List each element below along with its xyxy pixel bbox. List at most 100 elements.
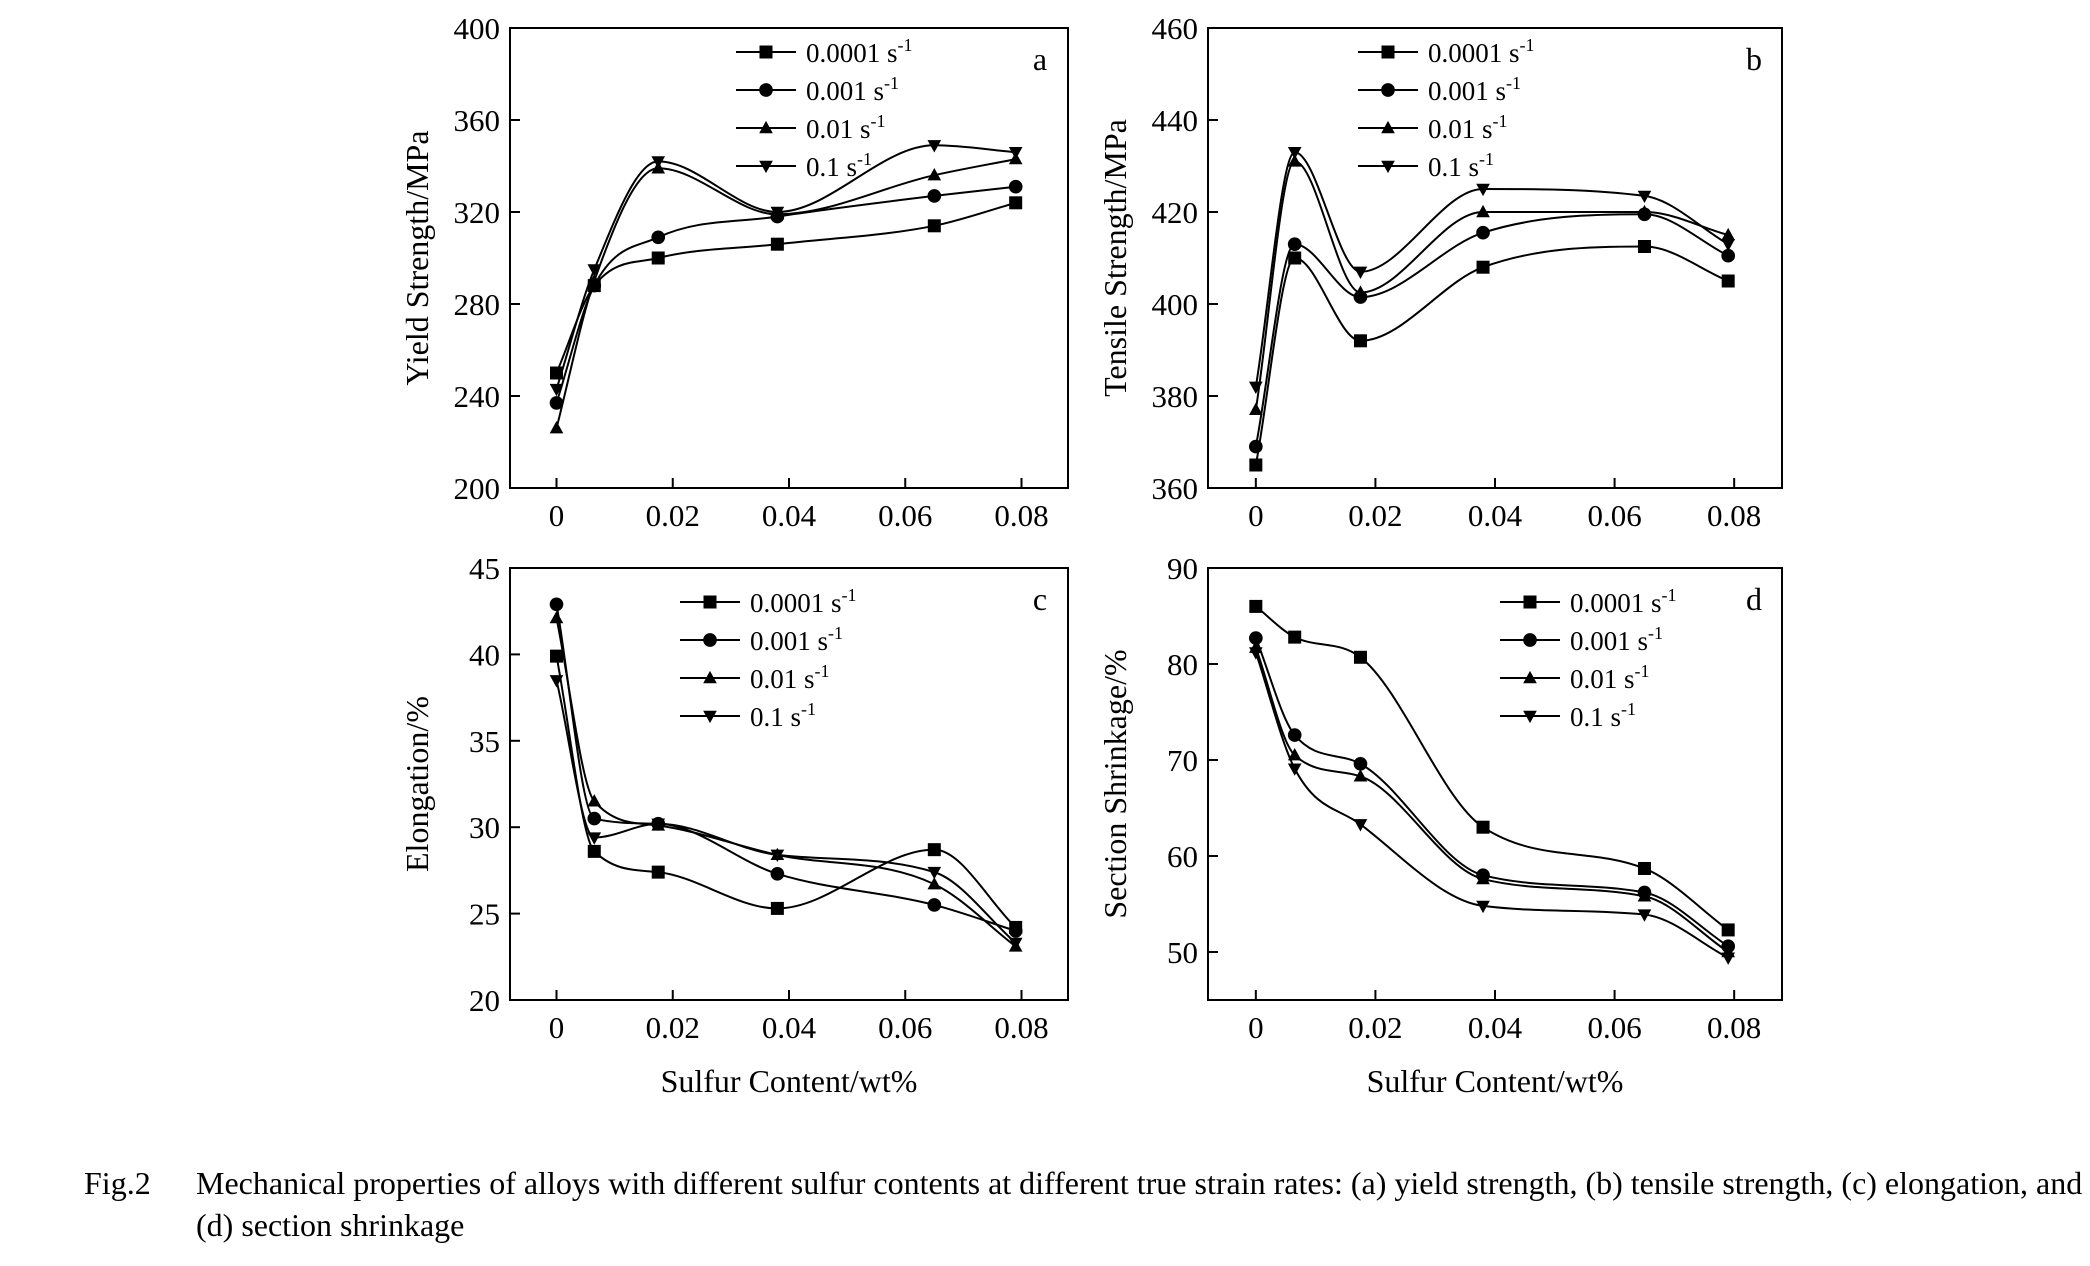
x-tick-label: 0.04 (1468, 498, 1523, 533)
x-tick-label: 0.04 (762, 1010, 817, 1045)
data-point (1721, 227, 1736, 241)
legend-label: 0.001 s-1 (1570, 623, 1663, 656)
x-tick-label: 0.08 (994, 1010, 1048, 1045)
x-tick-label: 0.02 (1348, 1010, 1402, 1045)
data-point (770, 237, 784, 251)
legend-superscript: -1 (828, 623, 843, 643)
y-axis-label: Elongation/% (399, 696, 435, 872)
y-tick-label: 20 (469, 983, 500, 1018)
data-point (1353, 650, 1367, 664)
x-tick-label: 0.02 (646, 1010, 700, 1045)
data-point (1009, 196, 1023, 210)
data-point (1476, 204, 1490, 218)
data-point (1637, 889, 1652, 902)
panel-label: c (1033, 581, 1047, 617)
x-tick-label: 0.08 (994, 498, 1048, 533)
data-point (1008, 924, 1023, 938)
data-point (1008, 147, 1023, 160)
legend-superscript: -1 (1662, 585, 1677, 605)
data-point (770, 867, 785, 881)
x-tick-label: 0 (549, 498, 565, 533)
data-point (1287, 154, 1302, 167)
legend-label: 0.001 s-1 (750, 623, 843, 656)
legend: 0.0001 s-1 0.001 s-1 0.01 s-1 0.1 s-1 (736, 35, 913, 182)
data-point (1353, 266, 1368, 279)
data-point (927, 877, 942, 890)
series-line (555, 201, 1016, 374)
data-point (1249, 439, 1263, 454)
x-tick-label: 0.04 (762, 498, 817, 533)
legend-label: 0.1 s-1 (750, 699, 816, 732)
legend-superscript: -1 (1479, 149, 1494, 169)
legend-label: 0.01 s-1 (1570, 661, 1650, 694)
data-point (587, 811, 602, 826)
data-point (587, 794, 602, 807)
series-line (555, 680, 1017, 944)
data-point (549, 675, 564, 688)
y-tick-label: 50 (1167, 935, 1198, 970)
y-tick-label: 70 (1167, 743, 1198, 778)
data-point (651, 251, 665, 265)
x-tick-label: 0.06 (1587, 1010, 1641, 1045)
y-tick-label: 40 (469, 637, 500, 672)
data-point (1476, 900, 1490, 914)
legend-superscript: -1 (815, 661, 830, 681)
series-line (555, 655, 1017, 929)
legend-label: 0.001 s-1 (1428, 73, 1521, 106)
legend-label: 0.01 s-1 (1428, 111, 1508, 144)
legend-label: 0.01 s-1 (806, 111, 886, 144)
data-point (1288, 630, 1302, 644)
panel-label: b (1746, 41, 1762, 77)
chart-panel-a: 200 240 280 320 360 400 0 0.02 0.04 0.06 0.08 Yield… (399, 11, 1069, 533)
legend-superscript: -1 (884, 73, 899, 93)
y-tick-label: 320 (454, 195, 501, 230)
y-tick-label: 420 (1152, 195, 1199, 230)
legend-label: 0.1 s-1 (1570, 699, 1636, 732)
legend-marker (759, 45, 773, 59)
data-point (1353, 334, 1367, 348)
y-tick-label: 440 (1152, 103, 1199, 138)
data-point (1249, 381, 1263, 394)
data-point (651, 865, 665, 879)
data-point (1637, 204, 1652, 218)
y-tick-label: 35 (469, 724, 500, 759)
data-point (550, 649, 563, 663)
legend: 0.0001 s-1 0.001 s-1 0.01 s-1 0.1 s-1 (1500, 585, 1677, 732)
data-point (1249, 647, 1263, 660)
y-tick-label: 280 (454, 287, 501, 322)
data-point (587, 832, 602, 845)
legend-superscript: -1 (1621, 699, 1636, 719)
data-point (1637, 240, 1651, 253)
data-point (1287, 763, 1302, 776)
data-point (549, 421, 564, 434)
legend-label: 0.1 s-1 (806, 149, 872, 182)
data-point (549, 396, 564, 410)
data-point (770, 206, 785, 220)
y-tick-label: 400 (454, 11, 501, 46)
data-point (1476, 183, 1490, 197)
series-line (1254, 245, 1729, 466)
legend-marker (759, 83, 773, 97)
series-line (1254, 652, 1729, 959)
legend: 0.0001 s-1 0.001 s-1 0.01 s-1 0.1 s-1 (1358, 35, 1535, 182)
legend-superscript: -1 (1506, 73, 1521, 93)
x-tick-label: 0.02 (1348, 498, 1402, 533)
data-point (549, 383, 564, 397)
legend-superscript: -1 (842, 585, 857, 605)
legend-marker (1523, 595, 1537, 609)
y-tick-label: 90 (1167, 551, 1198, 586)
data-point (1721, 274, 1735, 288)
legend-superscript: -1 (1635, 661, 1650, 681)
legend-marker (1523, 633, 1537, 647)
data-point (1353, 757, 1368, 771)
plot-frame (509, 27, 1069, 489)
y-tick-label: 460 (1152, 11, 1199, 46)
x-tick-label: 0 (549, 1010, 565, 1045)
data-point (1637, 861, 1651, 875)
data-point (1249, 458, 1263, 472)
data-point (927, 189, 942, 203)
y-tick-label: 60 (1167, 839, 1198, 874)
series-line (555, 185, 1016, 404)
data-point (1637, 909, 1652, 922)
